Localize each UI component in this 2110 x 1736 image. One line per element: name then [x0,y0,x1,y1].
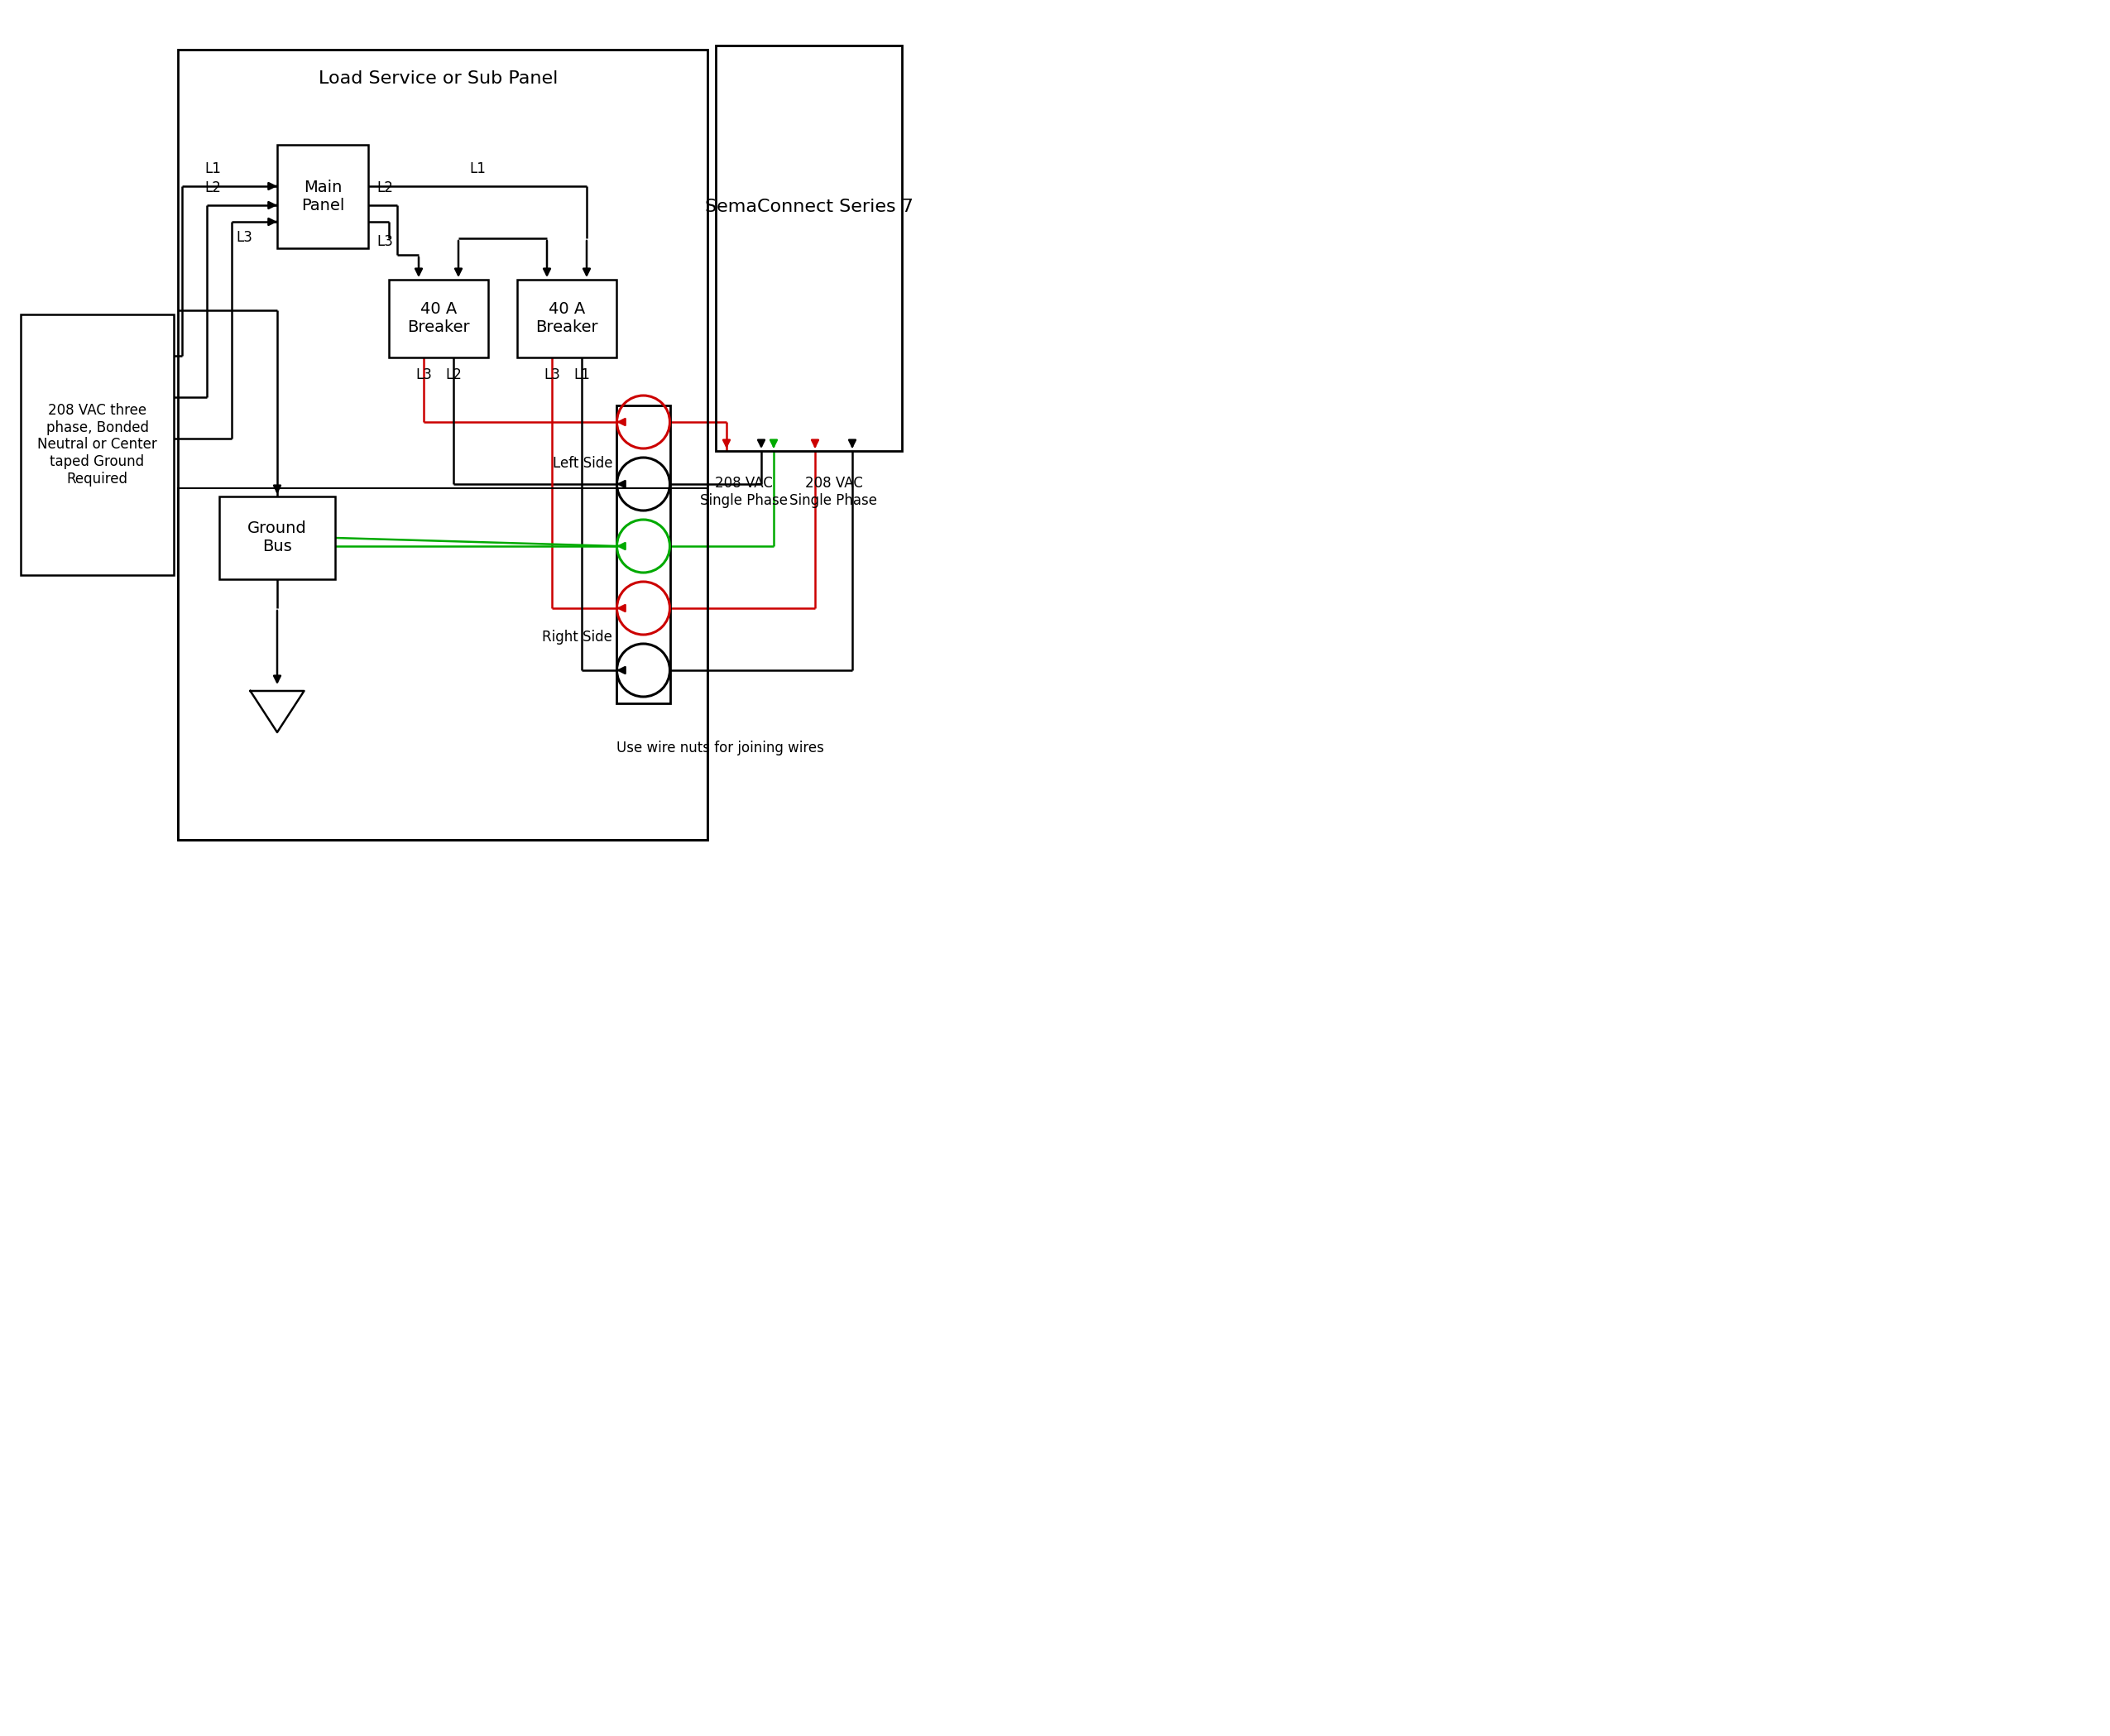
Bar [276,144,369,248]
Text: 208 VAC
Single Phase: 208 VAC Single Phase [701,476,787,509]
Text: 208 VAC
Single Phase: 208 VAC Single Phase [789,476,878,509]
Text: L2: L2 [376,181,392,194]
Text: L3: L3 [236,231,253,245]
Text: Ground
Bus: Ground Bus [247,521,306,556]
Bar [715,45,901,451]
Bar [616,406,671,703]
Text: 40 A
Breaker: 40 A Breaker [407,302,471,335]
Text: Use wire nuts for joining wires: Use wire nuts for joining wires [616,741,823,755]
Text: L1: L1 [205,161,222,177]
Text: L3: L3 [544,368,559,382]
Text: L2: L2 [445,368,462,382]
Bar [21,314,173,575]
Text: Main
Panel: Main Panel [302,179,344,214]
Text: L3: L3 [376,234,392,248]
Text: Left Side: Left Side [553,457,612,470]
Text: Load Service or Sub Panel: Load Service or Sub Panel [319,71,559,87]
Text: 208 VAC three
phase, Bonded
Neutral or Center
taped Ground
Required: 208 VAC three phase, Bonded Neutral or C… [38,403,156,486]
Text: L2: L2 [205,181,222,194]
Text: 40 A
Breaker: 40 A Breaker [536,302,597,335]
Bar [219,496,335,580]
Bar [517,279,616,358]
Text: SemaConnect Series 7: SemaConnect Series 7 [705,198,914,215]
Text: Right Side: Right Side [542,630,612,644]
Text: L1: L1 [574,368,591,382]
Bar [177,488,707,840]
Text: L1: L1 [468,161,485,177]
Bar [177,50,707,840]
Text: L3: L3 [416,368,433,382]
Bar [388,279,487,358]
